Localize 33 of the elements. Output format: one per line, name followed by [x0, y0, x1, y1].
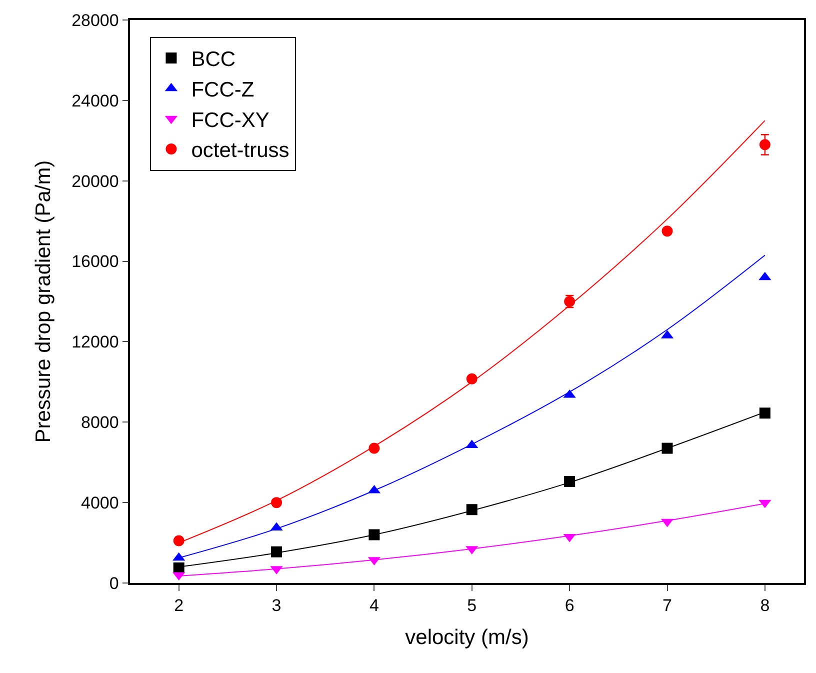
y-tick-label: 12000: [72, 332, 119, 352]
point: [466, 373, 478, 384]
point: [271, 497, 282, 508]
x-tick-label: 6: [564, 596, 574, 616]
y-tick-label: 20000: [72, 172, 119, 191]
y-axis-title: Pressure drop gradient (Pa/m): [32, 160, 56, 443]
point: [271, 546, 282, 558]
legend-label: FCC-Z: [191, 78, 254, 102]
point: [662, 226, 673, 237]
x-tick-label: 4: [369, 596, 379, 616]
y-tick-label: 8000: [81, 413, 119, 432]
legend-label: FCC-XY: [191, 108, 270, 132]
point: [368, 442, 380, 454]
x-tick-label: 5: [467, 596, 477, 616]
y-tick-label: 28000: [72, 10, 119, 30]
legend-label: octet-truss: [191, 139, 290, 162]
point: [759, 139, 770, 150]
y-tick-label: 0: [109, 574, 119, 593]
x-tick-label: 8: [760, 596, 770, 616]
point: [368, 529, 380, 540]
y-tick-label: 16000: [72, 252, 119, 272]
y-tick-label: 4000: [81, 494, 119, 513]
x-tick-label: 2: [174, 596, 184, 616]
point: [564, 476, 576, 487]
x-tick-label: 7: [662, 596, 672, 616]
x-tick-label: 3: [272, 596, 282, 616]
point: [759, 408, 770, 419]
point: [466, 504, 478, 516]
point: [662, 442, 673, 454]
y-tick-label: 24000: [72, 91, 119, 110]
x-axis-title: velocity (m/s): [405, 626, 529, 649]
legend-label: BCC: [191, 48, 236, 72]
point: [173, 535, 184, 546]
